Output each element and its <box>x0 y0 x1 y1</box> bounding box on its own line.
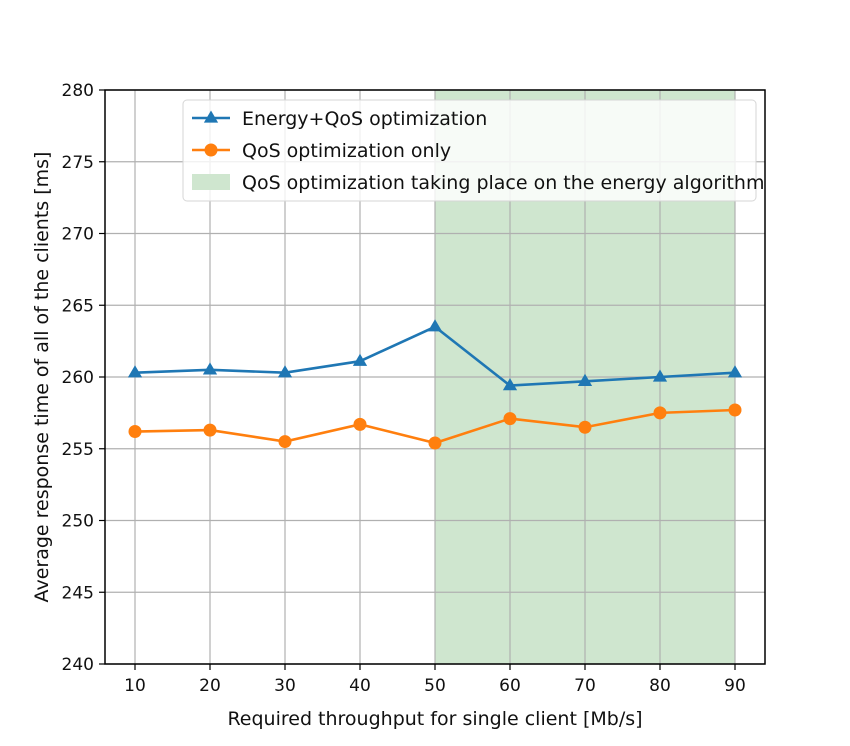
x-tick-label: 80 <box>649 676 671 696</box>
x-tick-label: 60 <box>499 676 521 696</box>
x-tick-label: 20 <box>199 676 221 696</box>
legend-label: Energy+QoS optimization <box>242 108 487 130</box>
legend-box <box>182 99 757 202</box>
data-point-marker <box>428 436 442 450</box>
data-point-marker <box>727 365 743 378</box>
data-point-marker <box>128 425 142 439</box>
legend-swatch-patch <box>192 174 230 190</box>
legend-label: QoS optimization only <box>242 140 451 162</box>
x-tick-label: 10 <box>124 676 146 696</box>
data-point-marker <box>578 420 592 434</box>
y-tick-label: 270 <box>62 225 94 245</box>
y-tick-label: 245 <box>62 583 94 603</box>
data-point-marker <box>653 406 667 420</box>
tick-layer: 10 20 30 40 50 60 70 80 90 240 245 250 255 260 265 270 2… <box>62 81 746 696</box>
y-tick-label: 240 <box>62 655 94 675</box>
data-point-marker <box>728 403 742 417</box>
data-point-marker <box>127 365 143 378</box>
y-tick-label: 250 <box>62 512 94 532</box>
data-point-marker <box>278 435 292 449</box>
data-point-marker <box>503 412 517 426</box>
data-point-marker <box>203 423 217 437</box>
data-point-marker <box>502 378 518 391</box>
y-axis-label: Average response time of all of the clie… <box>31 152 53 603</box>
x-tick-label: 90 <box>724 676 746 696</box>
series-layer <box>127 319 743 450</box>
y-tick-label: 265 <box>62 296 94 316</box>
x-axis-label: Required throughput for single client [M… <box>227 708 642 730</box>
legend-swatch-marker <box>203 110 219 123</box>
x-tick-label: 30 <box>274 676 296 696</box>
y-tick-label: 280 <box>62 81 94 101</box>
data-point-marker <box>352 353 368 366</box>
data-point-marker <box>577 373 593 386</box>
y-tick-label: 260 <box>62 368 94 388</box>
legend: Energy+QoS optimization QoS optimization … <box>182 99 764 202</box>
x-tick-label: 70 <box>574 676 596 696</box>
data-point-marker <box>652 369 668 382</box>
data-point-marker <box>353 417 367 431</box>
data-point-marker <box>427 319 443 332</box>
y-tick-label: 275 <box>62 153 94 173</box>
legend-label: QoS optimization taking place on the ene… <box>242 172 764 194</box>
x-tick-label: 40 <box>349 676 371 696</box>
x-tick-label: 50 <box>424 676 446 696</box>
y-tick-label: 255 <box>62 440 94 460</box>
legend-swatch-marker <box>204 143 218 157</box>
data-point-marker <box>202 362 218 375</box>
data-point-marker <box>277 365 293 378</box>
